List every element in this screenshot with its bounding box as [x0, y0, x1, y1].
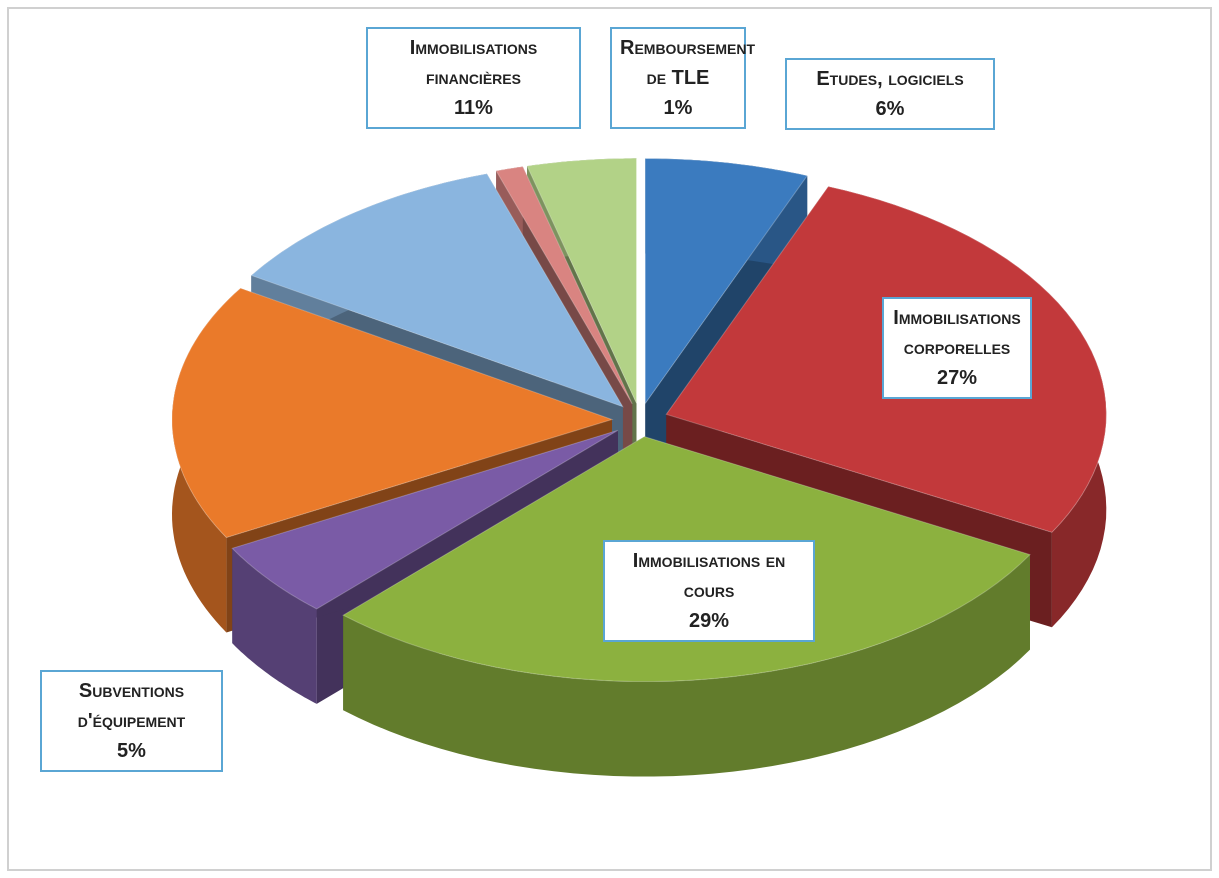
value-label: 1%	[663, 97, 693, 119]
data-label: Immobilisations corporelles 27%	[882, 297, 1032, 399]
category-label: Immobilisations financières	[409, 37, 538, 89]
data-label: Immobilisations en cours 29%	[603, 540, 815, 642]
category-label: Remboursement de TLE	[620, 37, 756, 89]
slice-side	[232, 548, 317, 704]
data-label: Immobilisations financières 11%	[366, 27, 581, 129]
category-label: Immobilisations en cours	[632, 550, 786, 602]
data-label: Etudes, logiciels 6%	[785, 58, 995, 130]
slice	[231, 429, 619, 610]
value-label: 5%	[117, 740, 146, 762]
value-label: 11%	[454, 97, 493, 119]
data-label: Remboursement de TLE 1%	[610, 27, 756, 129]
value-label: 29%	[688, 610, 730, 632]
slice	[250, 173, 624, 408]
category-label: Subventions d'équipement	[77, 680, 186, 732]
slice	[495, 166, 633, 405]
slice-side	[343, 554, 1030, 777]
slice	[526, 157, 637, 404]
slice	[171, 287, 614, 539]
data-label: Subventions d'équipement 5%	[40, 670, 223, 772]
slice	[644, 158, 809, 406]
category-label: Immobilisations corporelles	[893, 307, 1021, 359]
value-label: 27%	[936, 367, 978, 389]
category-label: Etudes, logiciels	[816, 68, 964, 90]
value-label: 6%	[875, 98, 905, 120]
